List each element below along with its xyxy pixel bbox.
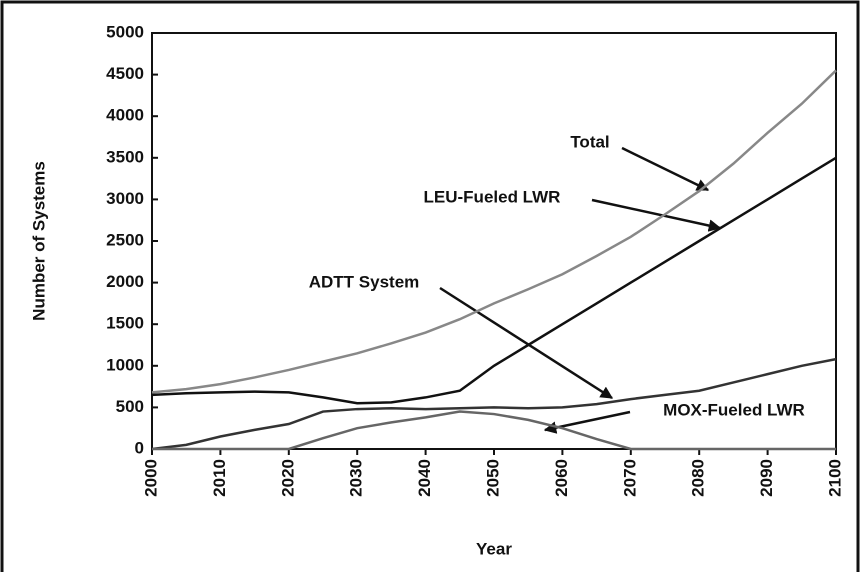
y-tick-label: 1500 — [106, 314, 144, 333]
y-tick-label: 0 — [135, 438, 144, 457]
y-tick-label: 3000 — [106, 189, 144, 208]
legend-label: ADTT System — [309, 272, 420, 291]
series-line — [151, 156, 837, 405]
y-tick-label: 2500 — [106, 230, 144, 249]
legend-label: MOX-Fueled LWR — [663, 400, 805, 419]
x-tick-label: 2100 — [825, 459, 844, 497]
x-tick-label: 2000 — [141, 459, 160, 497]
x-tick-label: 2060 — [552, 459, 571, 497]
arrow — [439, 286, 614, 400]
y-axis-label: Number of Systems — [29, 161, 48, 321]
legend-label: Total — [570, 132, 609, 151]
y-tick-label: 4000 — [106, 106, 144, 125]
y-tick-label: 500 — [116, 397, 144, 416]
x-tick-label: 2080 — [689, 459, 708, 497]
x-tick-label: 2050 — [483, 459, 502, 497]
y-tick-label: 5000 — [106, 22, 144, 41]
x-tick-label: 2020 — [278, 459, 297, 497]
series-line — [151, 357, 837, 451]
plot-frame — [151, 32, 837, 450]
series-line — [151, 69, 837, 394]
x-tick-label: 2040 — [415, 459, 434, 497]
legend-label: LEU-Fueled LWR — [424, 187, 561, 206]
x-tick-label: 2010 — [210, 459, 229, 497]
y-tick-label: 2000 — [106, 272, 144, 291]
y-tick-label: 1000 — [106, 355, 144, 374]
x-tick-label: 2070 — [620, 459, 639, 497]
y-tick-label: 4500 — [106, 64, 144, 83]
x-tick-label: 2090 — [757, 459, 776, 497]
annotations: Total LEU-Fueled LWR ADTT System MOX-Fue… — [309, 132, 805, 434]
series-line — [152, 410, 836, 451]
y-tick-label: 3500 — [106, 147, 144, 166]
x-tick-label: 2030 — [347, 459, 366, 497]
arrow — [621, 146, 710, 192]
arrow — [591, 198, 722, 232]
x-axis-label: Year — [476, 539, 512, 558]
